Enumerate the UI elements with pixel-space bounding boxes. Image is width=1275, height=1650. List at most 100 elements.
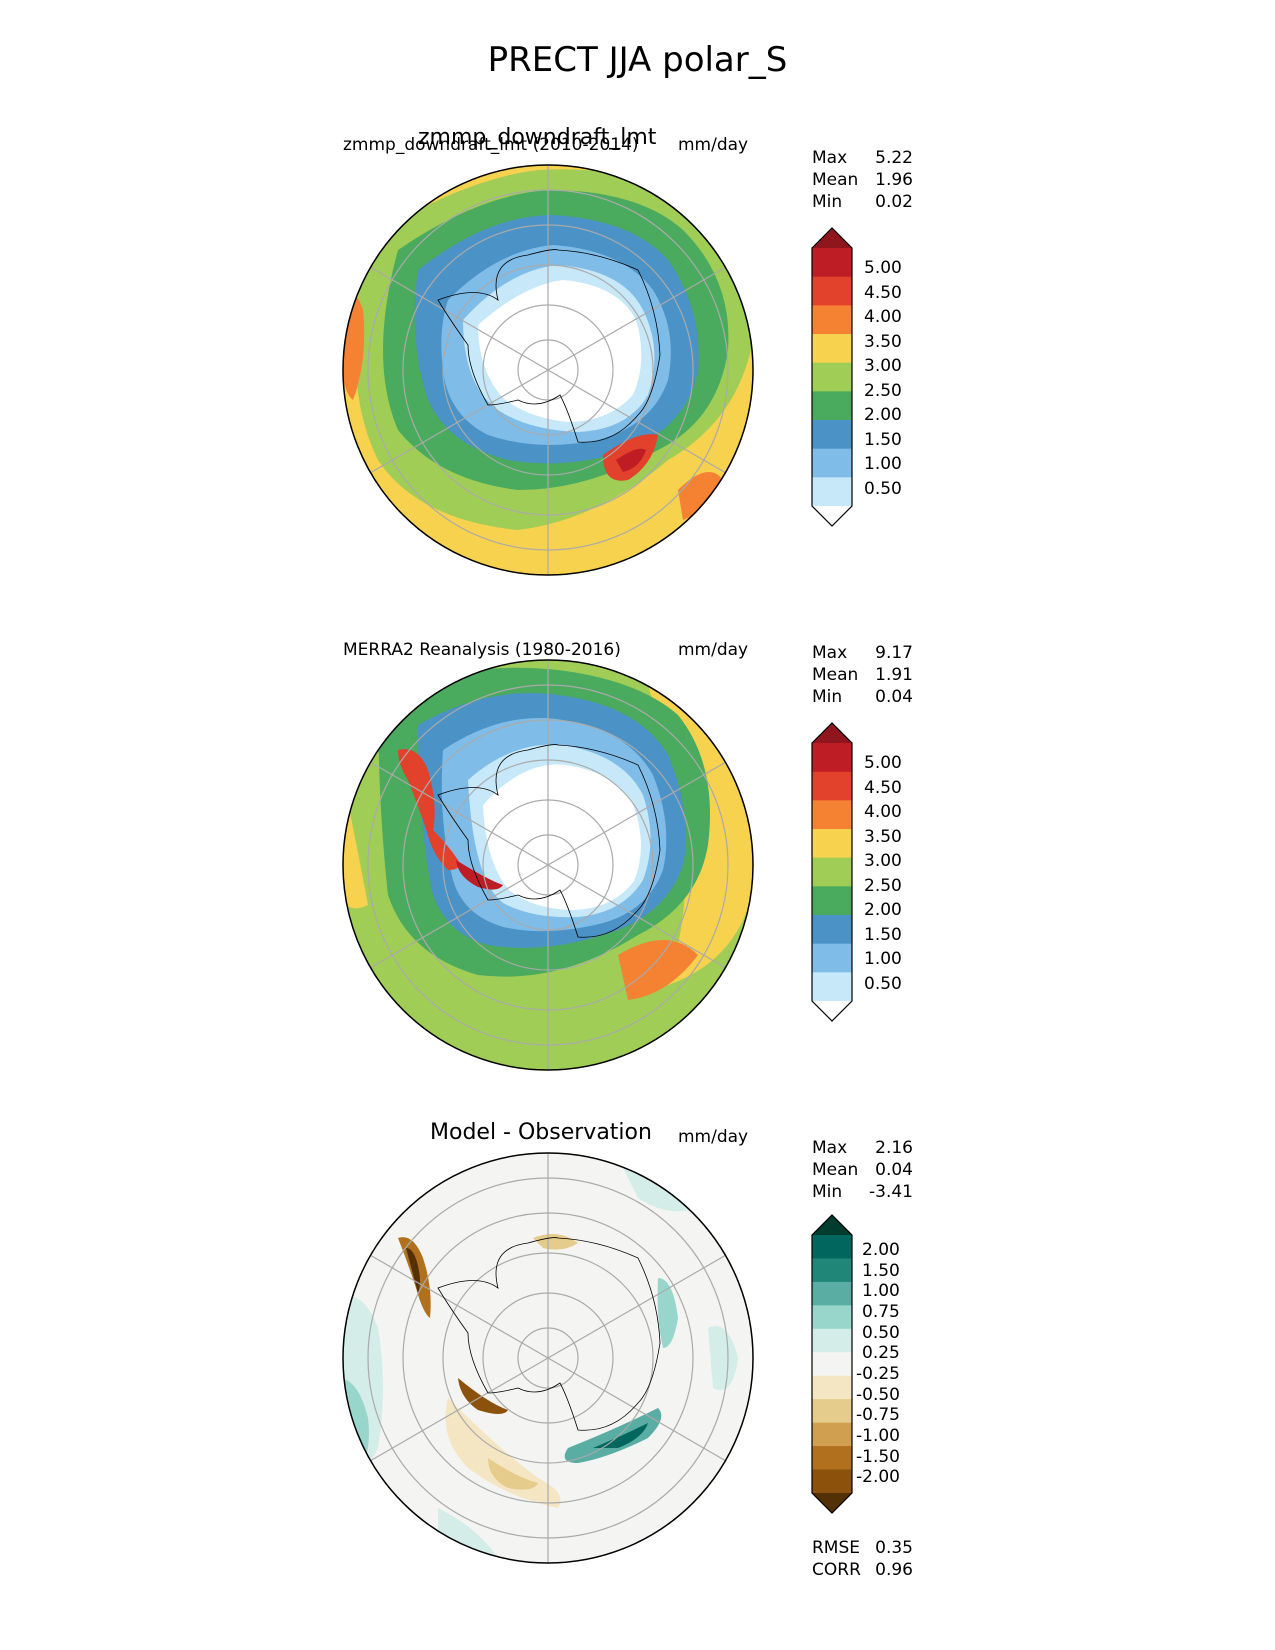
panel2-cb-tick: 4.50 [864,778,902,798]
panel2-polar-map [342,659,754,1071]
panel2-cb-tick: 2.00 [864,900,902,920]
colorbar-segment [812,276,852,306]
panel1-cb-tick: 3.00 [864,356,902,376]
panel2-antarctica-coastline [437,744,661,938]
panel3-cb-tick: -1.00 [856,1426,900,1446]
colorbar-segment [812,477,852,507]
panel3-cb-tick: -0.75 [856,1405,900,1425]
panel1-cb-tick: 2.50 [864,381,902,401]
panel1-antarctica-coastline [437,249,661,443]
panel2-field-peninsula [398,749,460,870]
colorbar-segment [812,743,852,773]
colorbar-segment [812,1328,852,1353]
panel1-units: mm/day [678,135,749,155]
panel2-cb-tick: 4.00 [864,802,902,822]
panel3-cb-tick: -0.25 [856,1364,900,1384]
panel1-cb-tick: 1.50 [864,430,902,450]
colorbar-segment [812,362,852,392]
colorbar-segment [812,420,852,450]
panel3-cb-tick: -1.50 [856,1447,900,1467]
panel2-cb-tick: 0.50 [864,974,902,994]
panel1-cb-tick: 0.50 [864,479,902,499]
panel3-map-border [342,1152,754,1564]
colorbar-segment [812,248,852,278]
colorbar-segment [812,915,852,945]
panel2-stat-label-min: Min [812,687,843,707]
panel3-stat-label-max: Max [812,1138,848,1158]
colorbar-segment [812,800,852,830]
panel3-stat-value-min: -3.41 [869,1182,913,1202]
panel1-cb-tick: 4.00 [864,307,902,327]
colorbar-outline [811,1214,853,1514]
panel3-cb-tick: -0.50 [856,1385,900,1405]
panel1-stat-value-max: 5.22 [875,148,913,168]
panel1-graticule [367,165,729,575]
colorbar-outline [811,722,853,1022]
panel1-colorbar [811,227,853,527]
panel3-metric-label-corr: CORR [812,1560,861,1580]
panel1-cb-tick: 4.50 [864,283,902,303]
panel2-graticule [367,660,729,1070]
colorbar-extend-min [812,1493,852,1513]
colorbar-extend-min [812,506,852,526]
panel1-stat-label-max: Max [812,148,848,168]
panel3-colorbar [811,1214,853,1514]
colorbar-segment [812,1422,852,1447]
panel2-cb-tick: 5.00 [864,753,902,773]
panel2-stat-value-min: 0.04 [875,687,913,707]
panel1-cb-tick: 5.00 [864,258,902,278]
panel3-metric-value-rmse: 0.35 [875,1538,913,1558]
colorbar-segment [812,886,852,916]
panel3-antarctica-coastline [437,1237,661,1431]
panel2-cb-tick: 1.50 [864,925,902,945]
panel3-field-pos-strong [564,1408,662,1463]
panel3-graticule [367,1153,729,1563]
colorbar-outline [811,227,853,527]
panel1-stat-label-min: Min [812,192,843,212]
panel2-stat-value-mean: 1.91 [875,665,913,685]
panel3-cb-tick: 0.50 [862,1323,900,1343]
panel1-stat-label-mean: Mean [812,170,859,190]
panel1-cb-tick: 1.00 [864,454,902,474]
panel3-stat-label-min: Min [812,1182,843,1202]
colorbar-segment [812,1235,852,1259]
figure-suptitle: PRECT JJA polar_S [487,40,788,80]
colorbar-segment [812,305,852,335]
panel2-cb-tick: 1.00 [864,949,902,969]
colorbar-segment [812,1352,852,1377]
panel2-map-border [342,659,754,1071]
panel2-field-lt05 [483,764,641,910]
colorbar-segment [812,391,852,421]
panel1-left-label: zmmp_downdraft_lmt (2010-2014) [343,135,639,155]
colorbar-segment [812,1258,852,1283]
panel2-stat-label-mean: Mean [812,665,859,685]
colorbar-segment [812,1399,852,1424]
panel3-metric-value-corr: 0.96 [875,1560,913,1580]
panel2-cb-tick: 3.50 [864,827,902,847]
colorbar-segment [812,857,852,887]
panel1-cb-tick: 2.00 [864,405,902,425]
panel2-cb-tick: 2.50 [864,876,902,896]
panel3-stat-value-mean: 0.04 [875,1160,913,1180]
panel3-stat-value-max: 2.16 [875,1138,913,1158]
panel1-stat-value-mean: 1.96 [875,170,913,190]
colorbar-extend-max [812,723,852,743]
panel2-colorbar [811,722,853,1022]
colorbar-extend-max [812,1215,852,1235]
panel2-cb-tick: 3.00 [864,851,902,871]
panel2-stat-label-max: Max [812,643,848,663]
colorbar-segment [812,1281,852,1306]
panel3-cb-tick: 0.25 [862,1343,900,1363]
panel3-units: mm/day [678,1127,749,1147]
panel1-cb-tick: 3.50 [864,332,902,352]
colorbar-segment [812,1446,852,1471]
colorbar-extend-min [812,1001,852,1021]
panel3-polar-map [342,1152,754,1564]
panel1-stat-value-min: 0.02 [875,192,913,212]
panel3-stat-label-mean: Mean [812,1160,859,1180]
panel3-metric-label-rmse: RMSE [812,1538,861,1558]
colorbar-segment [812,1375,852,1400]
colorbar-segment [812,943,852,973]
panel2-left-label: MERRA2 Reanalysis (1980-2016) [343,640,621,660]
panel3-cb-tick: 2.00 [862,1240,900,1260]
